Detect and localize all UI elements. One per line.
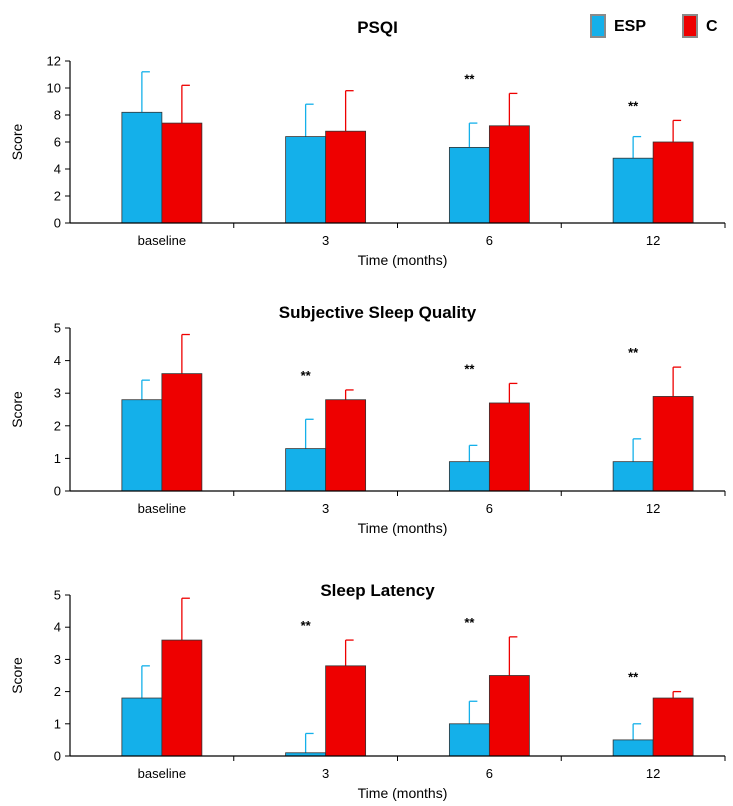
significance-marker: ** [301,618,312,633]
y-tick-label: 4 [54,353,61,368]
x-tick-label: 3 [322,766,329,781]
bar-c [161,373,203,492]
bar-esp [121,697,163,757]
x-axis-label: Time (months) [358,252,448,268]
bar-esp [448,723,490,757]
y-axis-label: Score [9,124,25,161]
y-tick-label: 5 [54,588,61,603]
significance-marker: ** [301,368,312,383]
y-tick-label: 12 [47,54,61,69]
y-tick-label: 1 [54,451,61,466]
x-axis-label: Time (months) [358,785,448,801]
y-tick-label: 2 [54,418,61,433]
x-tick-label: 6 [486,233,493,248]
bar-esp [285,136,327,224]
y-tick-label: 0 [54,216,61,231]
chart-title: Subjective Sleep Quality [279,303,477,322]
chart-title: Sleep Latency [320,581,435,600]
x-tick-label: 12 [646,766,660,781]
bar-c [652,141,694,224]
chart-title: PSQI [357,18,398,37]
x-tick-label: 12 [646,233,660,248]
bar-esp [612,157,654,224]
bar-c [488,402,530,492]
significance-marker: ** [628,98,639,113]
legend: ESP C [590,14,718,38]
legend-label-esp: ESP [614,18,646,35]
y-tick-label: 0 [54,484,61,499]
significance-marker: ** [464,615,475,630]
bar-esp [612,461,654,492]
x-tick-label: baseline [138,233,186,248]
y-tick-label: 5 [54,321,61,336]
chart-panel: Subjective Sleep Quality baseline ** 3 ** 6 **… [9,303,726,536]
y-tick-label: 0 [54,749,61,764]
significance-marker: ** [464,361,475,376]
bar-c [325,130,367,224]
bar-c [488,675,530,757]
chart-panel: PSQI baseline 3 ** 6 ** 12 0 2 4 6 8 10 12 Time (month… [9,18,726,268]
legend-label-c: C [706,18,718,35]
x-tick-label: 12 [646,501,660,516]
x-axis-label: Time (months) [358,520,448,536]
y-tick-label: 8 [54,108,61,123]
chart-panel: Sleep Latencybaseline**3**6**12012345Tim… [9,581,726,801]
bar-c [161,122,203,224]
x-tick-label: 3 [322,501,329,516]
y-axis-label: Score [9,391,25,428]
significance-marker: ** [628,345,639,360]
bar-c [652,697,694,757]
y-tick-label: 3 [54,652,61,667]
y-tick-label: 6 [54,135,61,150]
bar-esp [121,111,163,224]
y-axis-label: Score [9,657,25,694]
x-tick-label: baseline [138,766,186,781]
x-tick-label: baseline [138,501,186,516]
bar-c [652,396,694,492]
bar-c [325,665,367,757]
y-tick-label: 1 [54,716,61,731]
y-tick-label: 2 [54,189,61,204]
x-tick-label: 3 [322,233,329,248]
x-tick-label: 6 [486,501,493,516]
y-tick-label: 2 [54,684,61,699]
bar-c [325,399,367,492]
bar-esp [612,739,654,757]
bar-esp [285,448,327,492]
y-tick-label: 3 [54,386,61,401]
bar-esp [448,461,490,492]
significance-marker: ** [628,670,639,685]
legend-swatch-esp [590,14,606,38]
legend-swatch-c [682,14,698,38]
x-tick-label: 6 [486,766,493,781]
y-tick-label: 10 [47,81,61,96]
bar-esp [448,146,490,224]
bar-c [161,639,203,757]
y-tick-label: 4 [54,162,61,177]
bar-esp [121,399,163,492]
y-tick-label: 4 [54,620,61,635]
significance-marker: ** [464,71,475,86]
bar-c [488,125,530,224]
